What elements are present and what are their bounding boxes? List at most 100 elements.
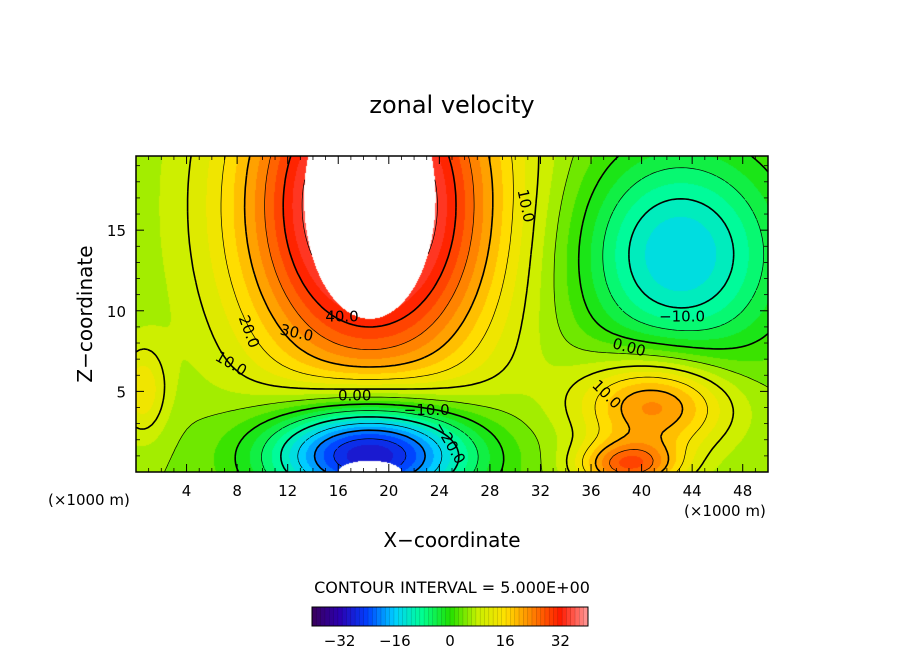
x-axis: 4 8 12 16 20 24 28 32 36 40 44 48 — [148, 156, 756, 500]
colorbar-swatch — [385, 607, 391, 626]
x-axis-label: X−coordinate — [383, 528, 520, 552]
colorbar-swatch — [549, 607, 554, 626]
colorbar-swatch — [368, 607, 373, 626]
colorbar-swatch — [562, 607, 567, 626]
colorbar-swatch — [316, 607, 322, 626]
y-axis-label: Z−coordinate — [73, 245, 97, 382]
colorbar-swatch — [579, 607, 585, 626]
colorbar-swatch — [393, 607, 399, 626]
colorbar-swatch — [570, 607, 576, 626]
colorbar-tick-label: −16 — [379, 632, 411, 650]
colorbar-swatch — [540, 607, 546, 626]
contour-label: 40.0 — [325, 308, 358, 326]
colorbar-swatch — [406, 607, 412, 626]
colorbar-swatch — [419, 607, 425, 626]
chart-title: zonal velocity — [369, 91, 534, 119]
colorbar-swatch — [544, 607, 550, 626]
colorbar-swatch — [350, 607, 356, 626]
colorbar-swatch — [346, 607, 352, 626]
x-unit-right: (×1000 m) — [684, 502, 766, 520]
colorbar-swatch — [402, 607, 408, 626]
colorbar-swatch — [488, 607, 494, 626]
colorbar-swatch — [355, 607, 360, 626]
colorbar-swatch — [389, 607, 395, 626]
colorbar-swatch — [510, 607, 516, 626]
colorbar-swatch — [437, 607, 442, 626]
colorbar-tick-label: 16 — [496, 632, 515, 650]
colorbar-swatch — [445, 607, 451, 626]
colorbar-swatch — [312, 607, 317, 626]
colorbar-frame — [311, 606, 589, 627]
colorbar-swatch — [454, 607, 460, 626]
x-tick-label: 28 — [480, 482, 499, 500]
colorbar-tick-label: 32 — [551, 632, 570, 650]
colorbar-swatch — [480, 607, 485, 626]
contour-label: −10.0 — [404, 401, 450, 419]
x-tick-label: 8 — [232, 482, 242, 500]
colorbar — [311, 607, 589, 626]
colorbar-swatch — [527, 607, 533, 626]
contour-interval-label: CONTOUR INTERVAL = 5.000E+00 — [314, 578, 590, 597]
contour-lines — [136, 156, 768, 472]
colorbar-swatch — [415, 607, 421, 626]
colorbar-swatch — [381, 607, 386, 626]
colorbar-swatch — [523, 607, 529, 626]
colorbar-swatch — [531, 607, 537, 626]
colorbar-swatch — [342, 607, 347, 626]
colorbar-swatch — [506, 607, 511, 626]
contour-level-line — [243, 156, 684, 472]
colorbar-swatch — [333, 607, 339, 626]
colorbar-swatch — [441, 607, 447, 626]
colorbar-swatch — [329, 607, 334, 626]
contour-level-line — [261, 167, 765, 472]
colorbar-swatch — [557, 607, 563, 626]
colorbar-swatch — [501, 607, 507, 626]
colorbar-swatch — [324, 607, 330, 626]
contour-level-line — [264, 156, 654, 472]
y-tick-label: 5 — [116, 383, 126, 401]
contour-level-line — [297, 422, 443, 472]
colorbar-swatch — [536, 607, 541, 626]
colorbar-swatch — [432, 607, 438, 626]
colorbar-swatch — [566, 607, 572, 626]
contour-level-line — [220, 156, 708, 472]
contour-label: −10.0 — [659, 308, 705, 326]
contour-label: 0.00 — [338, 387, 371, 405]
colorbar-swatch — [475, 607, 481, 626]
contour-level-line — [313, 429, 426, 472]
colorbar-swatch — [462, 607, 468, 626]
colorbar-swatch — [493, 607, 498, 626]
colorbar-swatch — [519, 607, 524, 626]
colorbar-swatch — [376, 607, 382, 626]
y-axis: 5 10 15 — [107, 165, 768, 457]
colorbar-swatch — [458, 607, 464, 626]
y-tick-label: 10 — [107, 303, 126, 321]
colorbar-swatch — [450, 607, 455, 626]
contour-level-line — [282, 156, 457, 328]
x-tick-label: 36 — [581, 482, 600, 500]
colorbar-swatch — [428, 607, 434, 626]
contour-level-line — [301, 179, 438, 255]
x-tick-label: 12 — [278, 482, 297, 500]
colorbar-swatch — [359, 607, 365, 626]
colorbar-tick-label: −32 — [324, 632, 356, 650]
colorbar-swatch — [497, 607, 503, 626]
x-tick-label: 32 — [531, 482, 550, 500]
colorbar-swatch — [424, 607, 429, 626]
contour-level-line — [333, 438, 407, 467]
x-unit-left: (×1000 m) — [48, 491, 130, 509]
colorbar-swatch — [372, 607, 378, 626]
x-tick-label: 16 — [329, 482, 348, 500]
field-raster — [136, 156, 768, 472]
colorbar-swatch — [553, 607, 559, 626]
contour-level-line — [164, 156, 768, 472]
colorbar-swatch — [363, 607, 369, 626]
colorbar-swatch — [471, 607, 477, 626]
contour-level-line — [234, 156, 768, 472]
colorbar-tick-label: 0 — [445, 632, 455, 650]
x-tick-label: 48 — [733, 482, 752, 500]
colorbar-swatch — [484, 607, 490, 626]
colorbar-swatch — [467, 607, 472, 626]
x-tick-label: 44 — [683, 482, 702, 500]
